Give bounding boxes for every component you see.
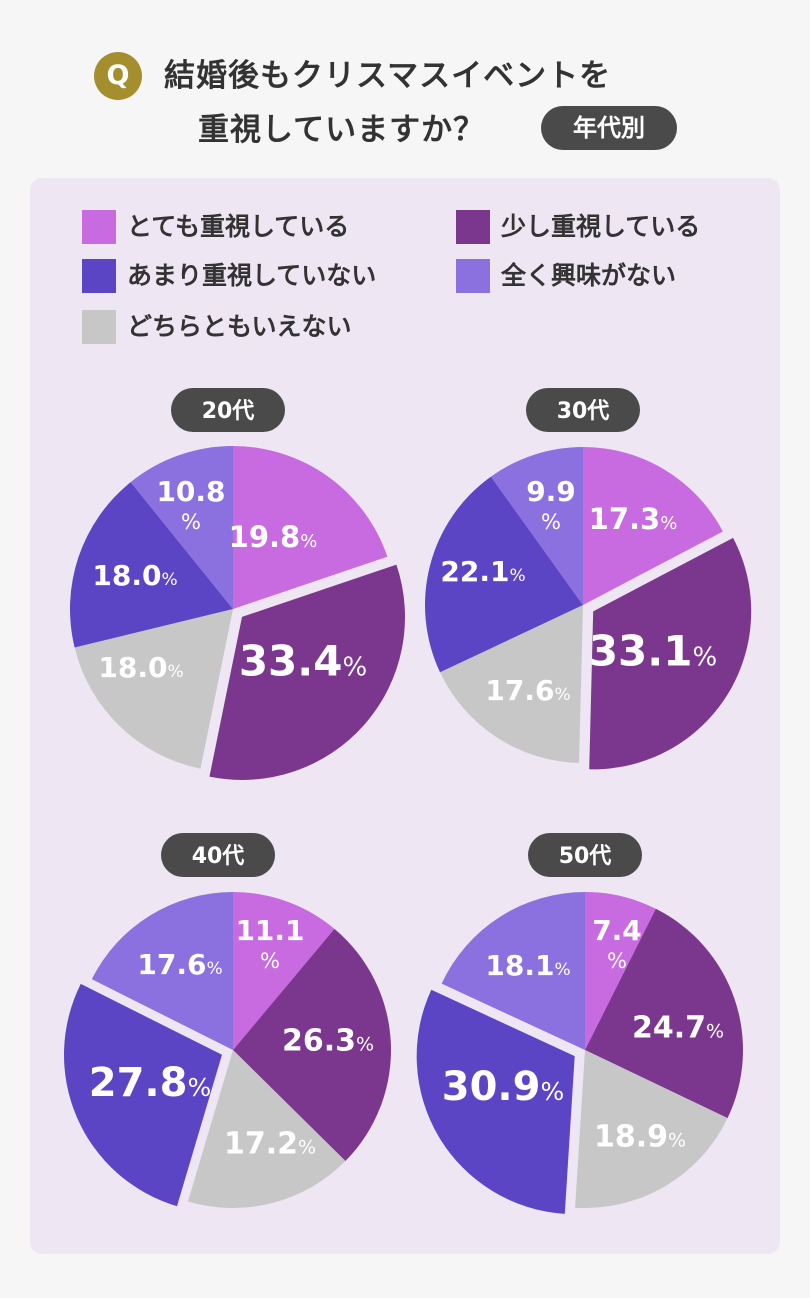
pie-chart-30代: 17.3% 33.1% 17.6% 22.1%9.9 % 30代 bbox=[424, 388, 752, 770]
legend-label: 全く興味がない bbox=[501, 261, 677, 290]
pie-slice-neither bbox=[74, 609, 234, 769]
pie-slice-neither bbox=[440, 605, 583, 763]
pie-slice-some bbox=[585, 908, 743, 1119]
pie-slice-very bbox=[233, 446, 388, 609]
pie-slice-some bbox=[233, 928, 392, 1162]
slice-value-label: 17.6% bbox=[485, 674, 570, 707]
slice-value-label: 18.9% bbox=[594, 1120, 686, 1155]
age-group-pill bbox=[171, 388, 285, 432]
slice-value-label: 17.3% bbox=[589, 502, 678, 536]
pie-slice-very bbox=[585, 892, 656, 1050]
slice-value-label: 10.8% bbox=[156, 475, 225, 534]
header: Q 結婚後もクリスマスイベントを 重視していますか？ 年代別 bbox=[0, 0, 810, 170]
slice-value-label: 17.2% bbox=[224, 1127, 316, 1162]
title-line-1: 結婚後もクリスマスイベントを bbox=[164, 58, 612, 94]
slice-value-label: 26.3% bbox=[282, 1024, 374, 1059]
legend-swatch bbox=[456, 259, 490, 293]
legend-label: 少し重視している bbox=[501, 212, 701, 241]
question-badge: Q bbox=[94, 52, 142, 100]
pie-chart-20代: 19.8% 33.4% 18.0% 18.0% 10.8 % 20代 bbox=[70, 388, 406, 780]
pie-chart-40代: 11.1 % 26.3% 17.2% 27.8% 17.6% 40代 bbox=[63, 833, 392, 1208]
age-group-title: 20代 bbox=[202, 399, 255, 424]
pie-slice-some bbox=[589, 537, 752, 770]
slice-value-label: 9.9% bbox=[526, 475, 576, 534]
slice-value-label: 27.8% bbox=[89, 1060, 211, 1106]
slice-value-label: 17.6% bbox=[137, 948, 222, 981]
pie-slice-some bbox=[209, 564, 406, 780]
slice-value-label: 18.0% bbox=[98, 651, 183, 684]
pie-slice-very bbox=[583, 447, 723, 605]
pie-slice-neither bbox=[187, 1050, 346, 1208]
legend-label: とても重視している bbox=[127, 212, 350, 241]
age-group-tag: 年代別 bbox=[541, 106, 677, 150]
slice-value-label: 18.1% bbox=[485, 949, 570, 982]
title-line-2: 重視していますか？ bbox=[198, 112, 486, 148]
legend-swatch bbox=[456, 210, 490, 244]
pie-slice-neither bbox=[575, 1050, 728, 1208]
age-group-pill bbox=[526, 388, 640, 432]
pie-chart-50代: 7.4 % 24.7% 18.9% 30.9% 18.1% 50代 bbox=[416, 833, 743, 1214]
slice-value-label: 33.4% bbox=[239, 637, 367, 686]
pie-slice-notmuch bbox=[424, 476, 583, 673]
pie-slice-notmuch bbox=[70, 482, 233, 648]
legend-swatch bbox=[82, 210, 116, 244]
slice-value-label: 22.1% bbox=[440, 555, 525, 588]
slice-value-label: 18.0% bbox=[92, 559, 177, 592]
age-group-title: 40代 bbox=[192, 844, 245, 869]
slice-value-label: 19.8% bbox=[229, 520, 318, 554]
age-group-pill bbox=[528, 833, 642, 877]
slice-value-label: 30.9% bbox=[442, 1064, 564, 1110]
slice-value-label: 33.1% bbox=[589, 627, 717, 676]
slice-value-label: 24.7% bbox=[632, 1011, 724, 1046]
slice-value-label: 11.1% bbox=[235, 914, 304, 973]
slice-value-label: 7.4% bbox=[592, 914, 642, 973]
legend-swatch bbox=[82, 310, 116, 344]
pie-slice-none bbox=[130, 446, 233, 609]
age-group-title: 30代 bbox=[557, 399, 610, 424]
pie-slice-none bbox=[91, 892, 233, 1050]
pie-slice-notmuch bbox=[63, 983, 222, 1207]
pie-slice-none bbox=[490, 447, 583, 605]
pie-slice-notmuch bbox=[416, 989, 575, 1214]
legend-swatch bbox=[82, 259, 116, 293]
pie-slice-very bbox=[233, 892, 335, 1050]
legend-label: どちらともいえない bbox=[127, 312, 352, 341]
pie-slice-none bbox=[441, 892, 585, 1050]
age-group-pill bbox=[161, 833, 275, 877]
legend-label: あまり重視していない bbox=[127, 261, 377, 290]
age-group-title: 50代 bbox=[559, 844, 612, 869]
